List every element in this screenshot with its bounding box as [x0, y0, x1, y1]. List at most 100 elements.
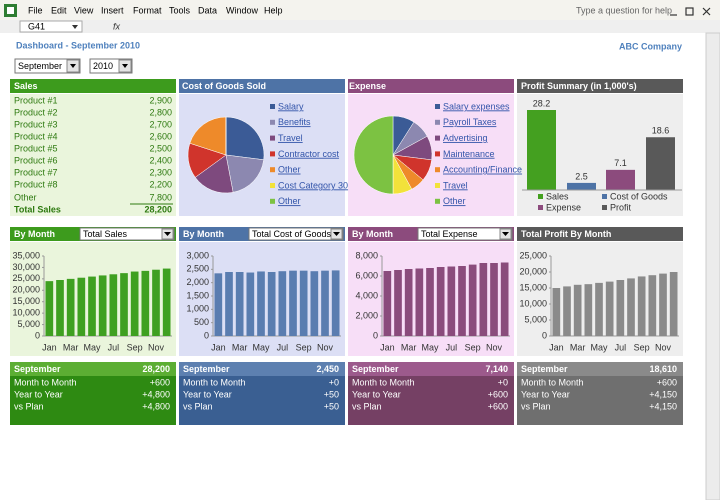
bar [426, 268, 434, 336]
bar [627, 278, 635, 336]
bar [130, 271, 139, 336]
company-name: ABC Company [619, 41, 682, 51]
legend-link[interactable]: Other [443, 196, 466, 206]
y-tick-label: 15,000 [12, 296, 40, 306]
summary-value: +0 [329, 377, 339, 387]
menu-item[interactable]: Format [133, 5, 162, 15]
legend-swatch [435, 198, 440, 204]
name-box[interactable] [19, 20, 83, 33]
year-select: 2010 [93, 61, 113, 71]
legend-link[interactable]: Contractor cost [278, 149, 340, 159]
bar [109, 274, 118, 336]
legend-link[interactable]: Benefits [278, 117, 311, 127]
pie-slice [353, 115, 394, 195]
summary-value: +4,800 [142, 389, 170, 399]
bar [56, 280, 64, 336]
y-tick-label: 0 [204, 330, 209, 340]
legend-label: Profit [610, 202, 632, 212]
data-label: 28.2 [533, 98, 551, 108]
panel-title: Cost of Goods Sold [182, 81, 266, 91]
year-select-arrow [122, 64, 128, 68]
legend-swatch [270, 198, 275, 204]
selector-box[interactable] [79, 227, 175, 241]
window-controls[interactable] [670, 7, 711, 16]
x-tick-label: Jan [380, 342, 395, 352]
summary-value: 7,140 [485, 364, 508, 374]
summary-value: +4,800 [142, 401, 170, 411]
summary-label: vs Plan [521, 401, 551, 411]
y-tick-label: 35,000 [12, 250, 40, 260]
bar [573, 284, 582, 336]
menu-item[interactable]: Tools [169, 5, 191, 15]
legend-link[interactable]: Maintenance [443, 149, 495, 159]
summary-value: +50 [324, 389, 339, 399]
menu-item[interactable]: File [28, 5, 43, 15]
month-select-box[interactable] [14, 58, 81, 74]
fx-label: fx [113, 21, 121, 31]
name-box-text: G41 [28, 21, 45, 31]
summary-label: vs Plan [14, 401, 44, 411]
menu-item[interactable]: View [74, 5, 94, 15]
summary-label: Year to Year [352, 389, 401, 399]
sales-value: 2,400 [149, 155, 172, 165]
bar [141, 270, 150, 336]
x-tick-label: Jul [446, 342, 458, 352]
x-tick-label: Mar [63, 342, 79, 352]
bar [468, 264, 477, 336]
help-box[interactable]: Type a question for help [576, 5, 672, 15]
y-tick-label: 6,000 [355, 270, 378, 280]
bar [225, 272, 233, 336]
name-box-arrow [72, 25, 78, 29]
selector-box[interactable] [248, 227, 344, 241]
y-tick-label: 10,000 [519, 298, 547, 308]
legend-link[interactable]: Payroll Taxes [443, 117, 497, 127]
bar [415, 268, 424, 336]
legend-link[interactable]: Travel [443, 180, 468, 190]
legend-link[interactable]: Salary expenses [443, 101, 510, 111]
legend-link[interactable]: Other [278, 165, 301, 175]
summary-body [348, 376, 514, 425]
legend-label: Expense [546, 202, 581, 212]
y-tick-label: 1,000 [186, 304, 209, 314]
scrollbar[interactable] [705, 32, 720, 500]
chart-header [517, 227, 683, 241]
sales-label: Product #7 [14, 167, 58, 177]
selector-box[interactable] [417, 227, 513, 241]
summary-label: Month to Month [14, 377, 77, 387]
legend-swatch [435, 151, 440, 157]
menu-item[interactable]: Window [226, 5, 259, 15]
sales-value: 2,500 [149, 143, 172, 153]
bar [120, 273, 128, 336]
sales-label: Product #5 [14, 143, 58, 153]
menu-item[interactable]: Edit [51, 5, 67, 15]
legend-link[interactable]: Salary [278, 101, 304, 111]
legend-link[interactable]: Accounting/Finance [443, 165, 522, 175]
legend-link[interactable]: Advertising [443, 133, 488, 143]
legend-link[interactable]: Other [278, 196, 301, 206]
menu-item[interactable]: Help [264, 5, 283, 15]
bar [567, 182, 596, 190]
month-select: September [18, 61, 62, 71]
sales-label: Product #4 [14, 131, 58, 141]
legend-link[interactable]: Cost Category 30 [278, 180, 348, 190]
menu-item[interactable]: Insert [101, 5, 124, 15]
bar [152, 269, 160, 336]
panel-header [10, 79, 176, 93]
menu-item[interactable]: Data [198, 5, 217, 15]
bar [637, 276, 646, 336]
legend-label: Sales [546, 191, 569, 201]
x-tick-label: Jul [108, 342, 120, 352]
sales-value: 2,600 [149, 131, 172, 141]
bar [310, 271, 319, 336]
y-tick-label: 25,000 [12, 273, 40, 283]
summary-value: +4,150 [649, 389, 677, 399]
bar [45, 281, 54, 336]
y-tick-label: 20,000 [519, 266, 547, 276]
legend-swatch [435, 167, 440, 173]
summary-label: vs Plan [183, 401, 213, 411]
y-tick-label: 15,000 [519, 282, 547, 292]
legend-link[interactable]: Travel [278, 133, 303, 143]
legend-swatch [435, 135, 440, 141]
y-tick-label: 1,500 [186, 290, 209, 300]
selector-arrow [333, 232, 340, 236]
